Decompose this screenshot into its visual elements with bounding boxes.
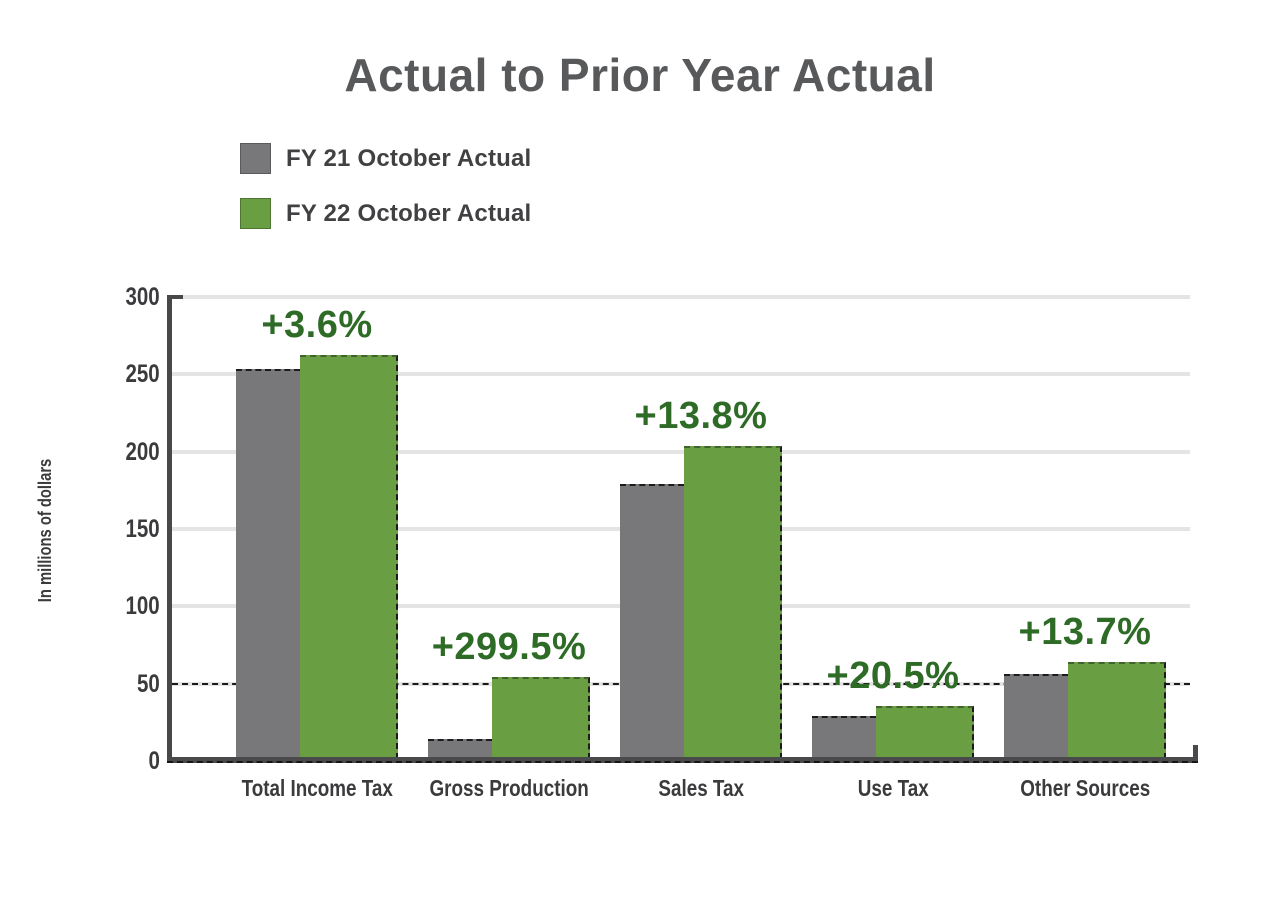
- pct-change-label: +13.7%: [1018, 610, 1152, 653]
- bar-fy21-use-tax: [812, 715, 876, 759]
- y-tick-text: 150: [125, 515, 160, 543]
- x-axis-line: [167, 757, 1198, 763]
- x-category-text: Sales Tax: [658, 775, 744, 801]
- y-tick-text: 250: [125, 360, 160, 389]
- y-axis-top-hook: [167, 295, 183, 299]
- bar-fy22-gross-production: [492, 677, 590, 759]
- y-tick-label-0: 0: [60, 748, 160, 774]
- y-tick-label-100: 100: [60, 593, 160, 619]
- y-tick-text: 0: [148, 747, 160, 775]
- bar-fy21-sales-tax: [620, 483, 684, 759]
- y-tick-text: 200: [125, 437, 160, 466]
- gridline-250: [172, 372, 1190, 377]
- x-category-label: Gross Production: [389, 775, 629, 802]
- x-axis-right-hook: [1193, 745, 1198, 761]
- bar-fy22-other-sources: [1068, 661, 1166, 759]
- plot-area: 0 50 100 150 200 250 300 +3.6% Total Income Tax +…: [126, 284, 1198, 801]
- pct-change-label: +299.5%: [431, 626, 587, 669]
- y-tick-text: 300: [125, 283, 160, 311]
- y-tick-label-300: 300: [60, 284, 160, 310]
- gridline-300: [172, 295, 1190, 299]
- legend-label: FY 22 October Actual: [286, 199, 532, 227]
- x-category-text: Other Sources: [1020, 775, 1150, 801]
- x-category-label: Other Sources: [965, 775, 1205, 802]
- x-category-label: Total Income Tax: [197, 775, 437, 802]
- bar-fy21-other-sources: [1004, 673, 1068, 759]
- legend-item: FY 22 October Actual: [240, 198, 531, 229]
- bar-fy22-total-income-tax: [300, 355, 398, 759]
- pct-change-label: +20.5%: [826, 655, 960, 698]
- x-category-text: Gross Production: [429, 775, 589, 801]
- bar-fy21-total-income-tax: [236, 369, 300, 759]
- x-category-label: Use Tax: [773, 775, 1013, 802]
- x-category-text: Total Income Tax: [241, 775, 393, 801]
- x-category-text: Use Tax: [857, 775, 929, 801]
- bar-fy22-sales-tax: [684, 445, 782, 759]
- pct-change-label: +3.6%: [261, 304, 373, 347]
- y-tick-label-250: 250: [60, 361, 160, 387]
- legend-label: FY 21 October Actual: [286, 144, 532, 172]
- legend: FY 21 October Actual FY 22 October Actual: [240, 143, 531, 253]
- y-axis-line: [167, 295, 172, 763]
- x-category-label: Sales Tax: [581, 775, 821, 802]
- bar-fy21-gross-production: [428, 738, 492, 759]
- gridline-200: [172, 449, 1190, 454]
- y-tick-label-150: 150: [60, 516, 160, 542]
- y-axis-title-text: In millions of dollars: [35, 458, 55, 602]
- y-tick-label-50: 50: [60, 671, 160, 697]
- bar-fy22-use-tax: [876, 706, 974, 759]
- legend-item: FY 21 October Actual: [240, 143, 531, 174]
- legend-swatch-icon: [240, 198, 271, 229]
- legend-swatch-icon: [240, 143, 271, 174]
- chart-title: Actual to Prior Year Actual: [344, 49, 936, 101]
- y-tick-text: 100: [125, 592, 160, 621]
- y-tick-text: 50: [137, 669, 160, 698]
- pct-change-label: +13.8%: [634, 394, 768, 437]
- y-tick-label-200: 200: [60, 439, 160, 465]
